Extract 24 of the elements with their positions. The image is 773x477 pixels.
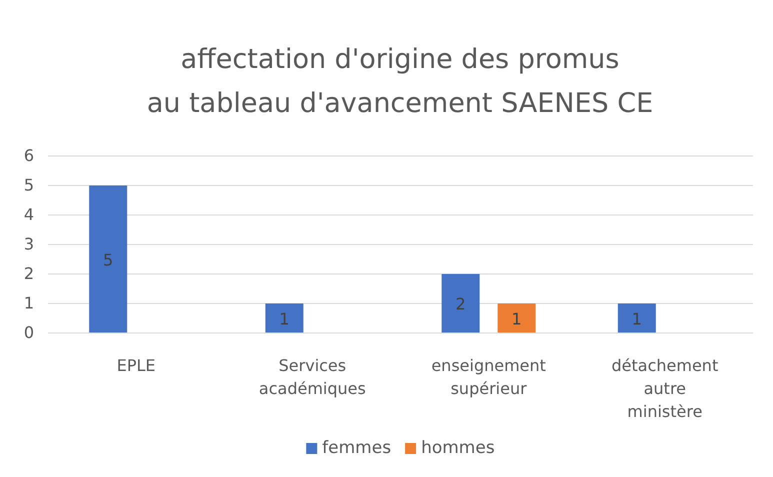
x-tick-label: détachement autre ministère <box>612 356 718 421</box>
y-tick-label: 3 <box>24 234 34 254</box>
legend-label: femmes <box>322 438 392 458</box>
data-label: 1 <box>512 309 522 328</box>
chart-title: affectation d'origine des promus au tableau d'avancement SAENES CE <box>146 44 654 119</box>
x-tick-label: enseignement supérieur <box>431 356 546 398</box>
data-label: 1 <box>279 309 290 328</box>
y-tick-label: 1 <box>24 294 34 313</box>
y-tick-label: 5 <box>24 176 34 195</box>
y-tick-label: 6 <box>24 146 34 166</box>
data-label: 2 <box>456 294 466 314</box>
data-label: 5 <box>103 250 114 270</box>
x-tick-label: Services académiques <box>258 356 366 398</box>
legend-label: hommes <box>421 438 495 458</box>
data-label: 1 <box>632 309 642 328</box>
y-tick-label: 4 <box>24 205 34 224</box>
bar <box>498 304 536 333</box>
bar <box>618 304 656 333</box>
x-tick-label: EPLE <box>116 356 156 375</box>
bar <box>265 304 304 333</box>
y-tick-label: 0 <box>24 323 34 342</box>
y-tick-label: 2 <box>24 264 34 284</box>
bar <box>442 274 480 333</box>
bar <box>89 186 128 333</box>
